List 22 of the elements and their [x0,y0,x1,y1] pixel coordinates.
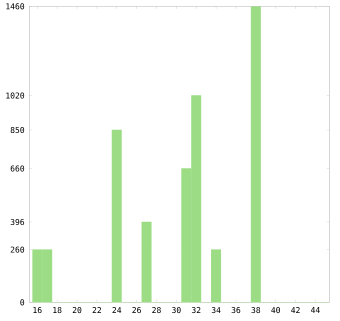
x-tick-label: 20 [72,307,82,314]
x-tick-label: 32 [192,307,200,314]
y-tick-label: 850 [10,126,24,134]
y-tick-label: 260 [10,246,24,253]
x-tick-label: 16 [33,307,42,314]
y-tick-label: 0 [20,299,24,306]
y-tick-label: 396 [10,219,24,226]
x-tick-label: 22 [92,307,102,313]
y-tick-label: 660 [10,165,24,172]
x-tick-label: 34 [212,307,221,314]
y-tick-label: 1460 [6,3,24,10]
x-tick-label: 24 [112,307,122,313]
y-tick-label: 1020 [6,92,24,99]
x-tick-label: 28 [152,307,161,314]
x-tick-label: 18 [53,307,62,314]
x-tick-label: 42 [291,307,300,313]
x-tick-label: 44 [311,307,320,313]
x-tick-label: 30 [172,307,181,314]
x-tick-label: 26 [132,307,141,314]
x-tick-label: 38 [252,307,260,314]
x-tick-label: 36 [232,307,240,314]
x-tick-label: 40 [271,307,280,314]
